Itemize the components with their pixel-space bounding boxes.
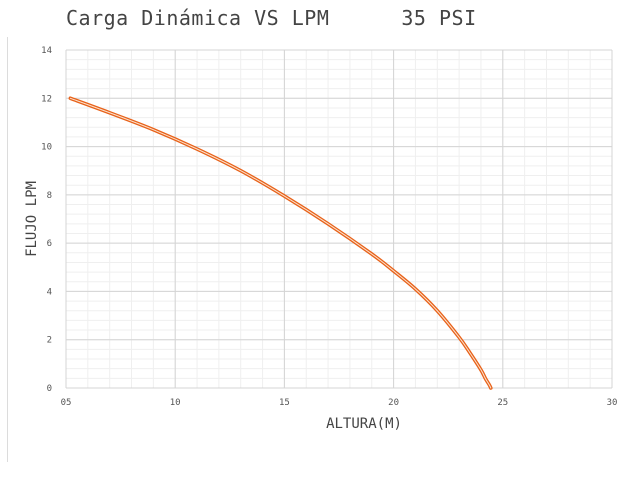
x-tick-label: 15 bbox=[279, 398, 290, 408]
series-point bbox=[153, 129, 155, 131]
x-tick-label: 05 bbox=[61, 398, 72, 408]
series-point bbox=[240, 170, 242, 172]
y-tick-label: 8 bbox=[47, 191, 52, 201]
chart-frame bbox=[7, 37, 621, 462]
series-point bbox=[458, 337, 460, 339]
y-axis-label: FLUJO LPM bbox=[24, 181, 40, 257]
series-point bbox=[284, 195, 286, 197]
y-tick-label: 12 bbox=[41, 94, 52, 104]
chart-title-main: Carga Dinámica VS LPM bbox=[66, 6, 330, 30]
series-point bbox=[371, 253, 373, 255]
series-line-highlight bbox=[69, 97, 492, 389]
series-point bbox=[480, 369, 482, 371]
series-layer bbox=[68, 96, 493, 390]
chart-title-pressure: 35 PSI bbox=[401, 6, 477, 30]
chart-title: Carga Dinámica VS LPM 35 PSI bbox=[66, 6, 477, 30]
x-axis-label: ALTURA(M) bbox=[326, 416, 402, 432]
y-tick-label: 4 bbox=[47, 287, 52, 297]
series-point bbox=[327, 223, 329, 225]
y-tick-label: 6 bbox=[47, 239, 52, 249]
y-tick-label: 2 bbox=[47, 336, 52, 346]
series-point bbox=[196, 148, 198, 150]
series-point bbox=[436, 310, 438, 312]
x-tick-label: 25 bbox=[497, 398, 508, 408]
series-point bbox=[109, 112, 111, 114]
series-point bbox=[469, 352, 471, 354]
series-point bbox=[393, 270, 395, 272]
x-tick-label: 30 bbox=[607, 398, 618, 408]
y-tick-label: 10 bbox=[41, 143, 52, 153]
series-point bbox=[415, 288, 417, 290]
series-point bbox=[490, 387, 492, 389]
x-axis-ticks: 05 10 15 20 25 30 bbox=[61, 398, 618, 408]
y-tick-label: 0 bbox=[47, 384, 52, 394]
y-axis-ticks: 0 2 4 6 8 10 12 14 bbox=[41, 46, 52, 394]
series-point bbox=[489, 385, 491, 387]
x-tick-label: 20 bbox=[388, 398, 399, 408]
series-point bbox=[485, 378, 487, 380]
major-grid bbox=[65, 49, 613, 389]
x-tick-label: 10 bbox=[170, 398, 181, 408]
series-point bbox=[70, 97, 72, 99]
y-tick-label: 14 bbox=[41, 46, 52, 56]
minor-grid bbox=[65, 49, 613, 389]
